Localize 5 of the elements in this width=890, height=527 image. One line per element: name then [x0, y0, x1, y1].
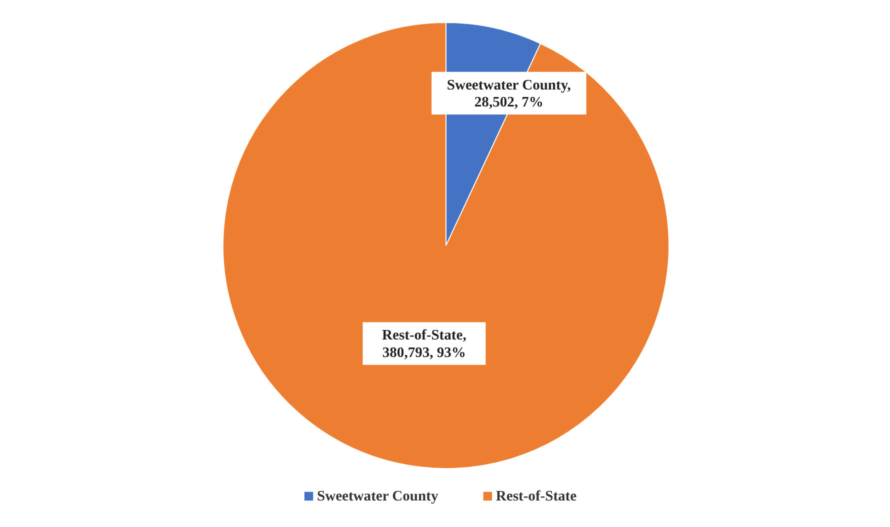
legend-label: Sweetwater County [317, 488, 439, 505]
legend-label: Rest-of-State [496, 488, 578, 505]
data-label: Rest-of-State, 380,793, 93% [382, 328, 467, 362]
pie-slice [222, 22, 670, 469]
data-label: Sweetwater County, 28,502, 7% [446, 77, 572, 111]
